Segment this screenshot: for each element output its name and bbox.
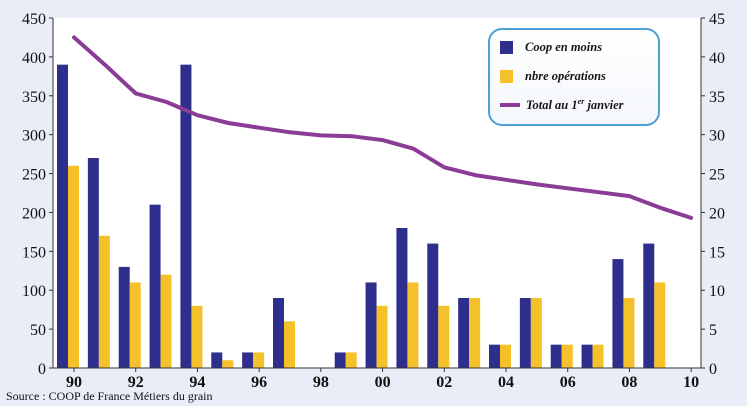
bar-coop-en-moins-06 <box>550 344 562 368</box>
bar-coop-en-moins-02 <box>427 243 439 368</box>
bar-nbre-operations-97 <box>284 321 295 368</box>
y-left-tick-label-50: 50 <box>30 322 46 339</box>
bar-coop-en-moins-05 <box>519 298 531 368</box>
legend-item-nbre-operations: nbre opérations <box>500 69 606 84</box>
bar-nbre-operations-05 <box>530 298 542 368</box>
bar-coop-en-moins-96 <box>242 352 254 368</box>
bar-coop-en-moins-94 <box>180 64 192 369</box>
bar-nbre-operations-09 <box>654 282 666 368</box>
bar-nbre-operations-04 <box>500 344 511 368</box>
bars-layer <box>57 64 666 369</box>
bar-coop-en-moins-08 <box>612 259 624 368</box>
bar-nbre-operations-02 <box>438 305 450 368</box>
y-right-tick-label-35: 35 <box>709 89 725 106</box>
bar-nbre-operations-94 <box>191 305 203 368</box>
bar-coop-en-moins-91 <box>87 158 99 368</box>
bar-coop-en-moins-03 <box>458 298 470 368</box>
bar-nbre-operations-99 <box>345 352 357 368</box>
bar-nbre-operations-03 <box>469 298 481 368</box>
legend-swatch-nbre-operations <box>500 70 513 83</box>
source-note: Source : COOP de France Métiers du grain <box>6 389 213 403</box>
bar-nbre-operations-01 <box>407 282 419 368</box>
legend-swatch-total <box>500 103 520 108</box>
bar-nbre-operations-91 <box>98 235 110 368</box>
bar-coop-en-moins-99 <box>334 352 346 368</box>
line-layer <box>72 35 694 220</box>
legend-swatch-coop-en-moins <box>500 41 513 54</box>
y-right-tick-label-15: 15 <box>709 244 725 261</box>
bar-coop-en-moins-92 <box>118 266 130 368</box>
line-total-au-1er-janvier <box>72 35 694 220</box>
y-left-tick-label-250: 250 <box>22 167 46 184</box>
bar-coop-en-moins-09 <box>643 243 655 368</box>
x-tick-label-00: 00 <box>375 374 391 391</box>
bar-nbre-operations-06 <box>561 344 573 368</box>
bar-nbre-operations-08 <box>623 298 635 368</box>
bar-nbre-operations-07 <box>592 344 604 368</box>
bar-coop-en-moins-97 <box>273 298 284 368</box>
bar-coop-en-moins-93 <box>149 204 161 368</box>
bar-coop-en-moins-04 <box>489 344 500 368</box>
x-tick-label-06: 06 <box>560 374 576 391</box>
y-left-tick-label-300: 300 <box>22 128 46 145</box>
axes-layer: 0501001502002503003504004500510152025303… <box>22 11 725 391</box>
x-tick-label-08: 08 <box>621 374 637 391</box>
legend: Coop en moins nbre opérations Total au 1… <box>488 28 660 126</box>
bar-nbre-operations-96 <box>253 352 265 368</box>
bar-coop-en-moins-90 <box>57 64 68 369</box>
x-tick-label-04: 04 <box>498 374 514 391</box>
y-right-tick-label-20: 20 <box>709 205 725 222</box>
legend-item-coop-en-moins: Coop en moins <box>500 40 602 55</box>
bar-nbre-operations-90 <box>68 165 79 368</box>
y-right-tick-label-30: 30 <box>709 128 725 145</box>
bar-coop-en-moins-07 <box>581 344 593 368</box>
bar-coop-en-moins-01 <box>396 228 408 368</box>
y-right-tick-label-25: 25 <box>709 167 725 184</box>
x-tick-label-02: 02 <box>436 374 452 391</box>
y-left-tick-label-0: 0 <box>38 361 46 378</box>
bar-nbre-operations-95 <box>222 360 234 368</box>
y-right-tick-label-40: 40 <box>709 50 725 67</box>
y-right-tick-label-10: 10 <box>709 283 725 300</box>
x-tick-label-90: 90 <box>66 374 82 391</box>
legend-item-total-au-1er-janvier: Total au 1er janvier <box>500 97 624 113</box>
legend-label-total: Total au 1er janvier <box>526 97 624 113</box>
y-left-tick-label-350: 350 <box>22 89 46 106</box>
legend-label-coop-en-moins: Coop en moins <box>525 40 603 54</box>
legend-label-nbre-operations: nbre opérations <box>525 69 606 83</box>
y-left-tick-label-400: 400 <box>22 50 46 67</box>
bar-coop-en-moins-00 <box>365 282 377 368</box>
y-left-tick-label-200: 200 <box>22 205 46 222</box>
y-left-tick-label-450: 450 <box>22 11 46 28</box>
x-tick-label-92: 92 <box>128 374 144 391</box>
y-right-tick-label-0: 0 <box>709 361 717 378</box>
x-tick-label-98: 98 <box>313 374 329 391</box>
bar-nbre-operations-93 <box>160 274 172 368</box>
y-left-tick-label-100: 100 <box>22 283 46 300</box>
x-tick-label-10: 10 <box>683 374 699 391</box>
bar-nbre-operations-92 <box>129 282 141 368</box>
y-left-tick-label-150: 150 <box>22 244 46 261</box>
bar-coop-en-moins-95 <box>211 352 223 368</box>
bar-nbre-operations-00 <box>376 305 388 368</box>
y-right-tick-label-45: 45 <box>709 11 725 28</box>
y-right-tick-label-5: 5 <box>709 322 717 339</box>
x-tick-label-94: 94 <box>189 374 205 391</box>
x-tick-label-96: 96 <box>251 374 267 391</box>
